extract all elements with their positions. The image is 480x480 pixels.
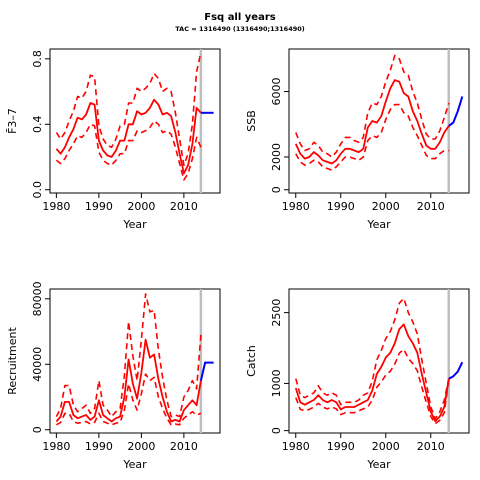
plot-frame (49, 48, 221, 194)
x-tick-label: 1990 (85, 440, 113, 453)
series-lower-line (56, 373, 202, 426)
y-axis-label: SSB (245, 110, 258, 132)
x-axis-label: Year (122, 218, 147, 231)
y-axis-label: F̄3–7 (6, 108, 19, 134)
y-tick-label: 0 (270, 427, 283, 434)
y-tick-label: 40000 (31, 347, 44, 382)
series-forecast-line (448, 96, 464, 127)
series-lower-line (295, 103, 449, 171)
y-tick-label: 2500 (270, 299, 283, 327)
x-axis-label: Year (366, 218, 391, 231)
x-tick-label: 1980 (42, 440, 70, 453)
x-tick-label: 2010 (170, 200, 198, 213)
figure-title: Fsq all years (204, 12, 275, 23)
x-tick-label: 1980 (282, 200, 310, 213)
x-tick-label: 1980 (282, 440, 310, 453)
x-tick-label: 2000 (372, 440, 400, 453)
plot-frame (288, 288, 470, 434)
y-axis-label: Recruitment (6, 327, 19, 395)
y-tick-label: 0.8 (31, 50, 44, 67)
panel-ssb: 1980 1990 2000 2010 0 2000 6000 Year SSB (245, 48, 470, 231)
plot-frame (288, 48, 470, 194)
series-estimate-line (294, 79, 450, 165)
x-axis-label: Year (122, 458, 147, 471)
series-upper-line (55, 52, 202, 166)
y-tick-label: 6000 (270, 78, 283, 106)
series-estimate-line (55, 338, 202, 423)
panel-fbar: 1980 1990 2000 2010 0.0 0.4 0.8 Year F̄3–7 (6, 48, 221, 231)
panel-catch: 1980 1990 2000 2010 0 1000 2500 Year Catch (245, 288, 470, 471)
x-tick-label: 2010 (417, 440, 445, 453)
figure-subtitle: TAC = 1316490 (1316490;1316490) (175, 25, 305, 33)
series-upper-line (295, 297, 450, 420)
x-tick-label: 1990 (327, 440, 355, 453)
series-forecast-line (199, 361, 214, 381)
y-tick-label: 0 (31, 426, 44, 433)
x-tick-label: 2000 (127, 440, 155, 453)
x-tick-label: 2010 (170, 440, 198, 453)
x-tick-label: 1980 (42, 200, 70, 213)
y-tick-label: 2000 (270, 143, 283, 171)
series-estimate-line (294, 323, 450, 423)
y-tick-label: 1000 (270, 369, 283, 397)
x-tick-label: 1990 (85, 200, 113, 213)
series-lower-line (55, 120, 202, 181)
y-axis-label: Catch (245, 345, 258, 377)
x-tick-label: 2000 (372, 200, 400, 213)
y-tick-label: 0 (270, 186, 283, 193)
x-tick-label: 2010 (417, 200, 445, 213)
x-axis-label: Year (366, 458, 391, 471)
y-tick-label: 0.4 (31, 116, 44, 134)
y-tick-label: 80000 (31, 281, 44, 316)
x-tick-label: 2000 (127, 200, 155, 213)
y-tick-label: 0.0 (31, 181, 44, 199)
x-tick-label: 1990 (327, 200, 355, 213)
series-forecast-line (448, 361, 464, 380)
series-upper-line (295, 54, 450, 158)
series-estimate-line (55, 98, 202, 175)
panel-recruitment: 1980 1990 2000 2010 0 40000 80000 Year Recruitme… (6, 281, 221, 471)
plot-frame (49, 288, 221, 434)
series-upper-line (55, 293, 202, 418)
